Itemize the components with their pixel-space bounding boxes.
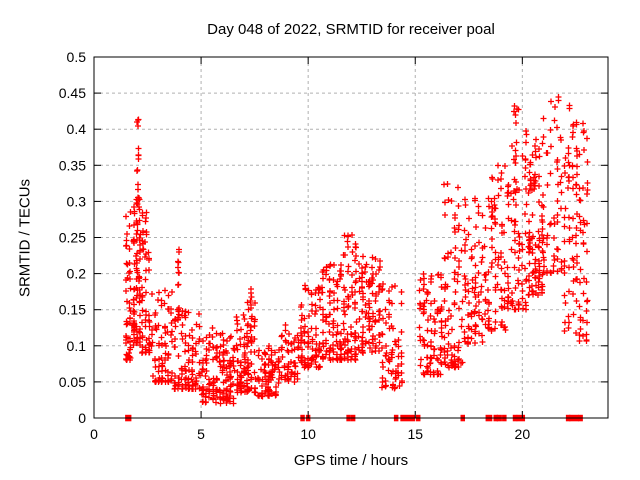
y-tick-label: 0 [78, 410, 86, 426]
scatter-points [123, 94, 591, 407]
y-tick-label: 0.2 [67, 266, 87, 282]
y-tick-label: 0.3 [67, 193, 87, 209]
y-tick-label: 0.25 [59, 230, 86, 246]
y-axis-label: SRMTID / TECUs [16, 178, 34, 298]
x-tick-label: 5 [197, 426, 205, 442]
y-tick-label: 0.4 [67, 121, 87, 137]
x-tick-label: 20 [515, 426, 531, 442]
x-axis-label: GPS time / hours [293, 452, 409, 469]
y-tick-label: 0.1 [67, 338, 87, 354]
y-tick-label: 0.05 [59, 374, 86, 390]
y-tick-label: 0.35 [59, 157, 86, 173]
x-tick-label: 10 [300, 426, 316, 442]
y-tick-label: 0.45 [59, 85, 86, 101]
y-tick-label: 0.15 [59, 302, 86, 318]
y-tick-label: 0.5 [67, 49, 87, 65]
x-tick-label: 15 [407, 426, 423, 442]
x-tick-label: 0 [90, 426, 98, 442]
chart-title: Day 048 of 2022, SRMTID for receiver poa… [207, 21, 495, 38]
